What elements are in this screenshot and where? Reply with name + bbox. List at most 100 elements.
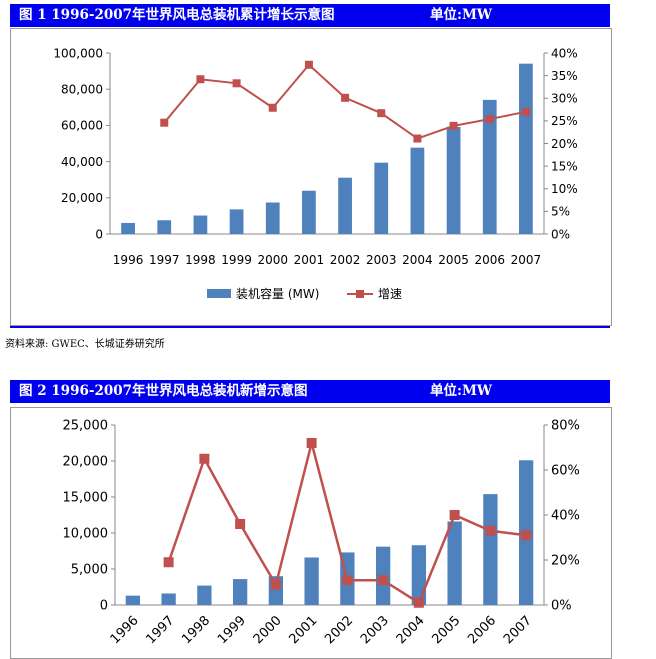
chart1-legend-bar-label: 装机容量 (MW) [236, 286, 319, 301]
chart1-left-tick-label: 80,000 [61, 83, 103, 97]
chart1-legend-bar-swatch [207, 289, 231, 298]
chart2-bar [483, 494, 498, 605]
chart2-category-label: 2000 [251, 613, 285, 647]
chart1-bar [410, 147, 425, 234]
chart1-bar [265, 202, 280, 234]
chart2-left-tick-label: 10,000 [63, 527, 109, 542]
chart1-bar [302, 190, 316, 234]
chart1-category-label: 1998 [185, 253, 216, 267]
chart2-category-label: 2005 [429, 613, 463, 647]
chart2-category-label: 2004 [394, 613, 428, 647]
chart2-growth-point [270, 579, 281, 590]
chart1-growth-point [377, 109, 386, 118]
chart2-area: 0 5,000 10,000 15,000 20,000 25,000 0% 20% 40% 60… [10, 407, 612, 659]
chart2-left-tick-label: 20,000 [63, 455, 109, 470]
chart1-growth-point [160, 118, 169, 127]
chart2-growth-point [485, 525, 496, 536]
chart1-right-tick-label: 25% [551, 114, 578, 128]
chart2-right-tick-label: 20% [551, 554, 580, 569]
chart1-growth-point [449, 121, 458, 130]
chart1-left-tick-label: 0 [95, 227, 103, 241]
chart2-category-label: 2006 [465, 613, 499, 647]
chart2-growth-point [342, 575, 353, 586]
chart2-category-label: 2002 [322, 613, 356, 647]
chart2-category-label: 2001 [286, 613, 320, 647]
chart1-right-tick-label: 0% [551, 227, 570, 241]
chart2-right-tick-label: 40% [551, 509, 580, 524]
chart1-category-label: 2007 [511, 253, 542, 267]
chart2-bar [232, 579, 248, 605]
figure2-unit: 单位:MW [430, 383, 493, 399]
chart1-bar [157, 220, 172, 234]
chart1-right-tick-label: 5% [551, 205, 570, 219]
chart2-left-tick-label: 5,000 [71, 563, 108, 578]
chart1-svg: 0 20,000 40,000 60,000 80,000 100,000 0% 5% 10% 1… [53, 46, 578, 301]
chart1-legend-line-label: 增速 [378, 287, 402, 301]
chart2-category-label: 2007 [501, 613, 535, 647]
chart1-bar [121, 222, 135, 234]
chart1-right-tick-label: 40% [551, 46, 578, 60]
chart2-bar [161, 593, 176, 605]
chart1-growth-point [413, 134, 422, 143]
chart2-left-tick-label: 15,000 [63, 491, 109, 506]
chart2-right-tick-label: 80% [551, 419, 580, 434]
figure2-title: 图 2 1996-2007年世界风电总装机新增示意图 [19, 383, 308, 399]
chart2-growth-point [163, 557, 174, 568]
chart1-category-label: 1996 [113, 253, 144, 267]
figure1-bottom-rule [10, 326, 610, 328]
figure1-source: 资料来源: GWEC、长城证券研究所 [5, 339, 165, 350]
figure1-title: 图 1 1996-2007年世界风电总装机累计增长示意图 [19, 7, 335, 23]
chart1-left-tick-label: 100,000 [53, 46, 103, 60]
chart2-growth-point [235, 519, 246, 529]
chart1-right-tick-label: 35% [551, 69, 578, 83]
chart2-growth-point [521, 530, 532, 541]
chart2-bar [304, 557, 319, 605]
chart1-bar [482, 99, 497, 234]
chart2-right-tick-label: 0% [551, 599, 572, 614]
chart2-category-label: 1997 [143, 613, 177, 647]
chart1-growth-point [341, 93, 350, 102]
chart1-category-label: 1999 [221, 253, 252, 267]
chart2-bar [197, 585, 212, 605]
chart2-category-label: 1999 [215, 613, 249, 647]
chart2-bar [411, 545, 427, 605]
chart1-bar [519, 63, 533, 234]
chart1-category-label: 2002 [330, 253, 361, 267]
chart1-right-tick-label: 30% [551, 92, 578, 106]
chart1-growth-point [196, 75, 205, 84]
chart2-left-tick-label: 0 [100, 599, 108, 614]
chart2-bar [447, 521, 462, 605]
chart1-bar [193, 215, 208, 234]
figure1-unit: 单位:MW [430, 7, 493, 23]
chart1-left-tick-label: 40,000 [61, 155, 103, 169]
chart1-category-label: 2005 [438, 253, 469, 267]
chart1-growth-point [268, 103, 277, 112]
chart2-category-label: 1996 [108, 613, 142, 647]
chart2-bar [125, 595, 141, 605]
chart2-svg: 0 5,000 10,000 15,000 20,000 25,000 0% 20% 40% 60… [63, 419, 580, 648]
chart1-area: 0 20,000 40,000 60,000 80,000 100,000 0% 5% 10% 1… [10, 28, 612, 326]
chart1-category-label: 2000 [257, 253, 288, 267]
chart1-bar [229, 209, 244, 234]
chart2-right-tick-label: 60% [551, 464, 580, 479]
chart1-right-tick-label: 10% [551, 182, 578, 196]
chart1-bar [446, 127, 461, 234]
chart1-growth-point [304, 60, 313, 69]
figure2-header: 图 2 1996-2007年世界风电总装机新增示意图 单位:MW [10, 380, 610, 403]
chart1-right-tick-label: 15% [551, 159, 578, 173]
chart2-growth-point [378, 575, 389, 586]
chart1-category-label: 1997 [149, 253, 180, 267]
chart1-growth-point [232, 79, 241, 88]
chart1-growth-point [485, 115, 494, 124]
chart1-category-label: 2006 [474, 253, 505, 267]
chart2-growth-point [306, 438, 317, 448]
chart1-legend-line-marker [356, 290, 364, 298]
chart2-left-tick-label: 25,000 [63, 419, 109, 434]
figure1-header: 图 1 1996-2007年世界风电总装机累计增长示意图 单位:MW [10, 4, 610, 27]
chart2-category-label: 1998 [179, 613, 213, 647]
chart2-category-label: 2003 [358, 613, 392, 647]
chart2-growth-point [199, 453, 210, 464]
chart1-category-label: 2004 [402, 253, 433, 267]
chart1-left-tick-label: 60,000 [61, 119, 103, 133]
chart1-bar [374, 162, 389, 234]
